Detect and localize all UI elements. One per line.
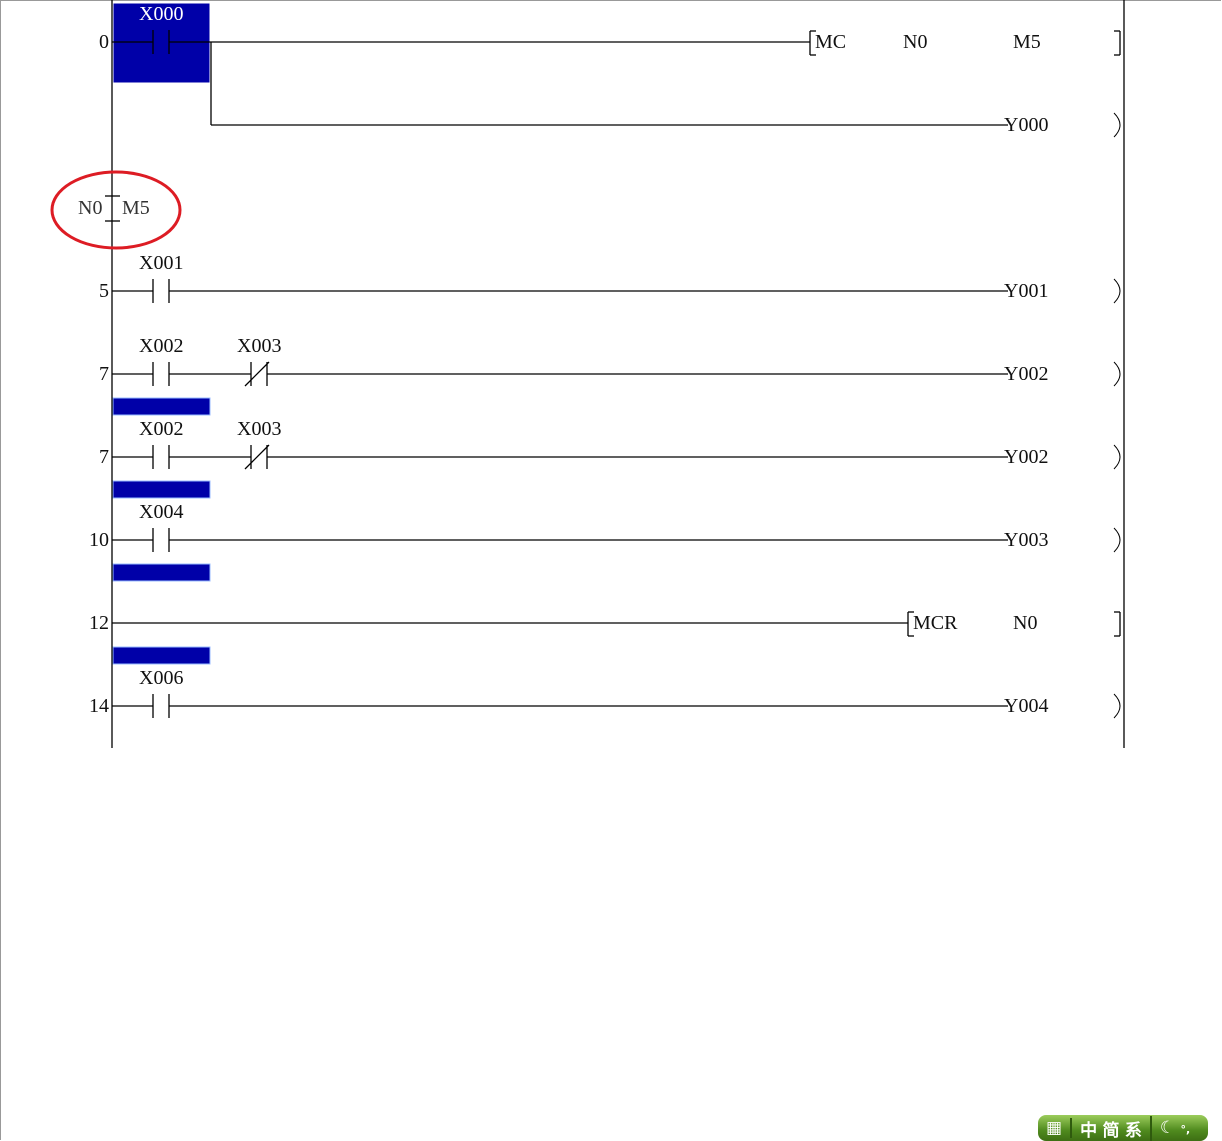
instruction-arg: M5 — [1013, 31, 1041, 53]
coil-close — [1113, 527, 1121, 553]
coil-close — [1113, 361, 1121, 387]
coil-close — [1113, 444, 1121, 470]
selected-cell[interactable] — [112, 2, 211, 84]
keyboard-icon[interactable]: ▦ — [1038, 1118, 1073, 1138]
contact-label: X003 — [237, 418, 282, 440]
step-number: 7 — [99, 446, 109, 468]
contact-label: X002 — [139, 335, 184, 357]
instruction-op: MCR — [913, 612, 958, 634]
coil-label: Y002 — [1004, 446, 1049, 468]
ime-toolbar[interactable]: ▦ 中 简 系 ☾ °, — [1038, 1115, 1208, 1141]
coil-close — [1113, 112, 1121, 138]
coil-label: Y000 — [1004, 114, 1049, 136]
step-number: 10 — [89, 529, 109, 551]
step-number: 7 — [99, 363, 109, 385]
contact-label: X001 — [139, 252, 184, 274]
annotation-circle — [50, 170, 182, 250]
contact-label: X000 — [139, 3, 184, 25]
contact-label: X006 — [139, 667, 184, 689]
nc-contact-slash — [244, 444, 270, 470]
mc-device-label: M5 — [122, 197, 150, 219]
nc-contact-slash — [244, 361, 270, 387]
coil-label: Y001 — [1004, 280, 1049, 302]
coil-label: Y004 — [1004, 695, 1049, 717]
step-number: 0 — [99, 31, 109, 53]
step-number: 14 — [89, 695, 109, 717]
rung-separator-highlight[interactable] — [112, 480, 211, 499]
step-number: 12 — [89, 612, 109, 634]
instruction-arg: N0 — [1013, 612, 1038, 634]
rung-separator-highlight[interactable] — [112, 397, 211, 416]
coil-label: Y002 — [1004, 363, 1049, 385]
ime-mode-button[interactable]: 中 简 系 — [1072, 1115, 1152, 1141]
contact-label: X003 — [237, 335, 282, 357]
contact-label: X004 — [139, 501, 184, 523]
step-number: 5 — [99, 280, 109, 302]
coil-close — [1113, 278, 1121, 304]
rung-separator-highlight[interactable] — [112, 563, 211, 582]
coil-label: Y003 — [1004, 529, 1049, 551]
rung-separator-highlight[interactable] — [112, 646, 211, 665]
instruction-arg: N0 — [903, 31, 928, 53]
half-width-moon-icon[interactable]: ☾ °, — [1159, 1118, 1191, 1138]
coil-close — [1113, 693, 1121, 719]
ladder-diagram — [50, 0, 1125, 748]
mc-nesting-label: N0 — [78, 197, 103, 219]
contact-label: X002 — [139, 418, 184, 440]
instruction-op: MC — [815, 31, 847, 53]
